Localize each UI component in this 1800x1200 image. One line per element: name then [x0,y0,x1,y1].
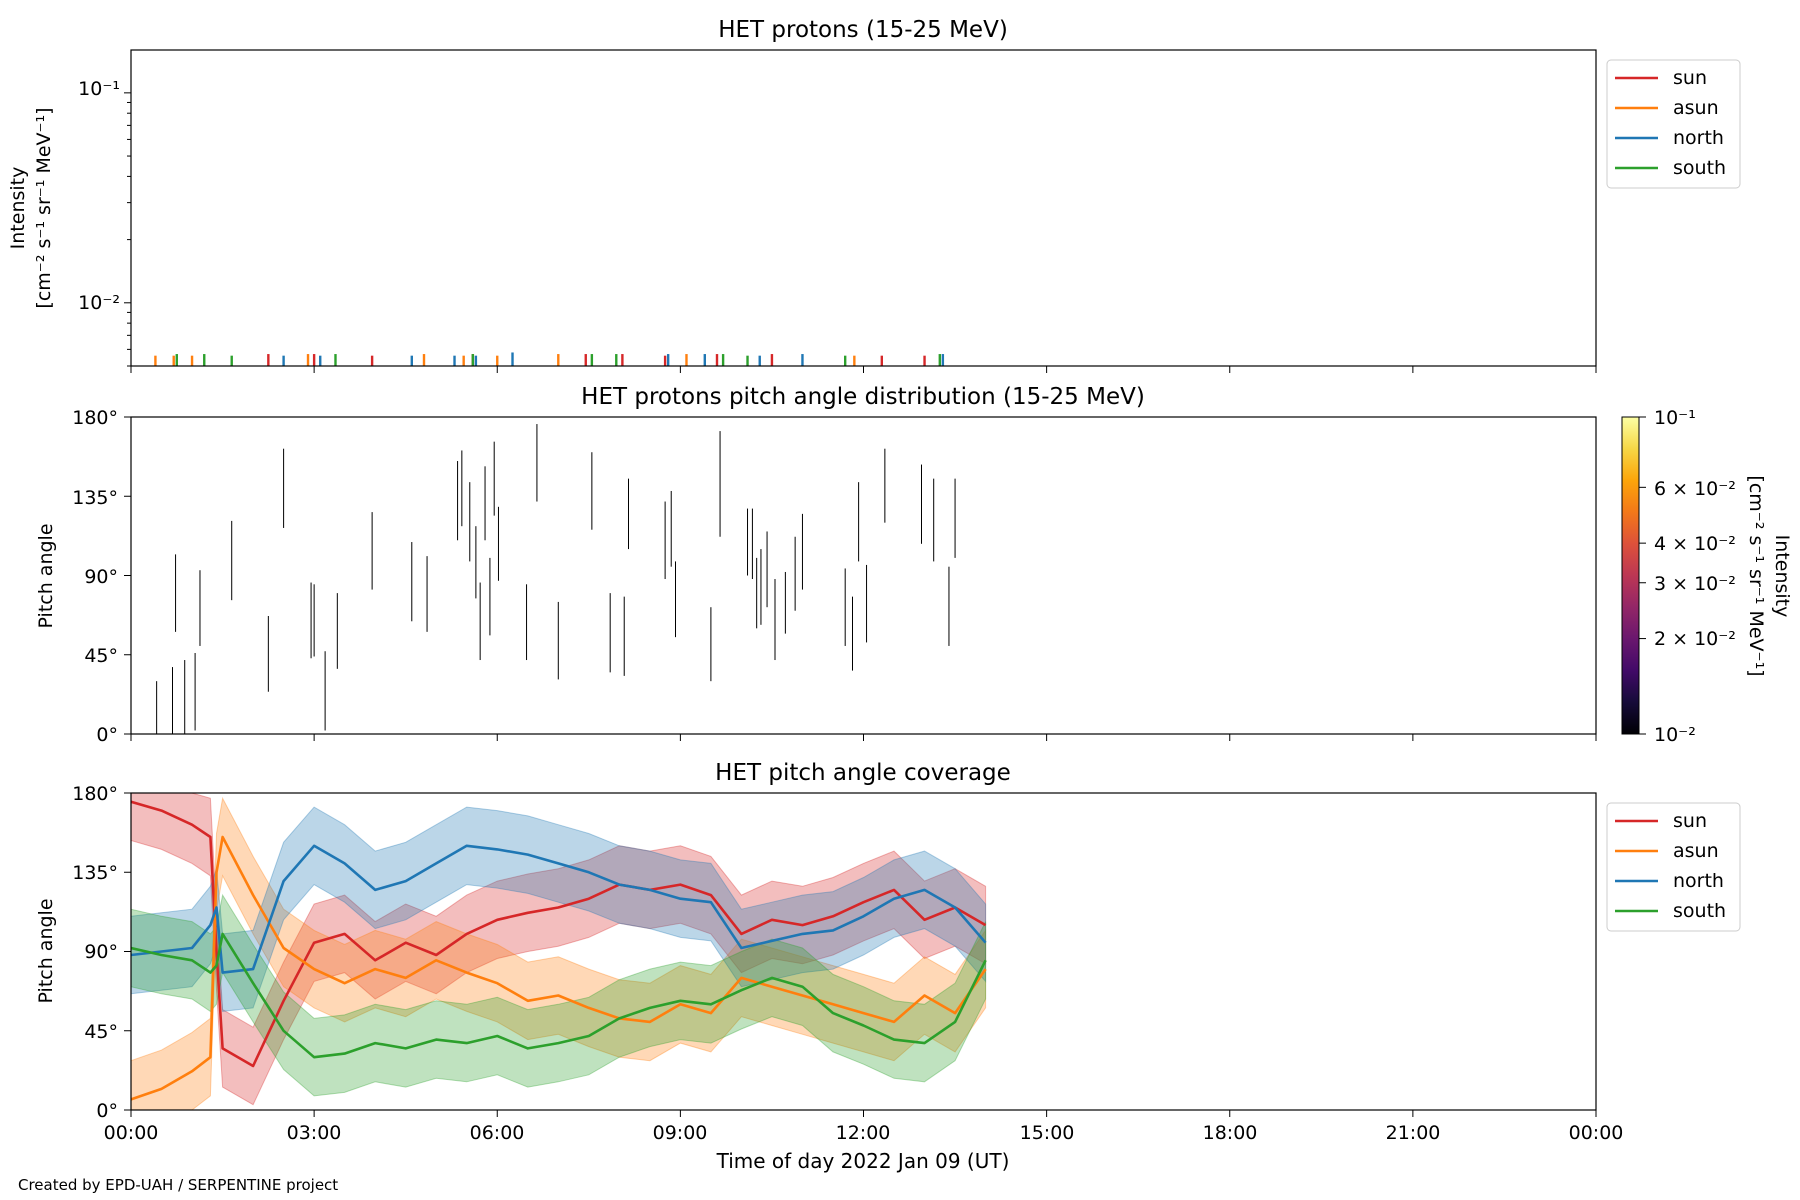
panel3-ylabel: Pitch angle [35,898,57,1003]
panel1-ylabel: Intensity [cm⁻² s⁻¹ sr⁻¹ MeV⁻¹] [7,107,55,308]
colorbar-label-line1: Intensity [1771,535,1793,618]
panel1-ytick-lo: 10⁻² [78,292,120,314]
x-tick-labels: 00:00 03:00 06:00 09:00 12:00 15:00 18:0… [104,1122,1624,1144]
xtick-label-8: 00:00 [1569,1122,1624,1144]
legend3-south-label: south [1673,900,1726,922]
x-axis-label: Time of day 2022 Jan 09 (UT) [716,1149,1010,1173]
xtick-label-0: 00:00 [104,1122,159,1144]
colorbar-gradient [1621,416,1640,735]
panel1-data-marks [154,352,945,366]
panel2-ytick-90: 90° [84,566,118,588]
panel3-ytick-90: 90° [84,941,118,963]
panel1-ytick-marks [124,92,131,367]
legend3-asun-label: asun [1673,840,1719,862]
panel3-ytick-135: 135° [72,862,118,884]
colorbar-label: Intensity [cm⁻² s⁻¹ sr⁻¹ MeV⁻¹] [1745,475,1793,676]
panel1-ytick-hi: 10⁻¹ [78,78,120,100]
panel-intensity: HET protons (15-25 MeV) Intensity [cm⁻² … [7,17,1741,373]
xtick-label-3: 09:00 [653,1122,708,1144]
panel3-data-marks [131,793,987,1110]
coverage-band-south [131,893,987,1097]
panel-pitch-coverage: HET pitch angle coverage Pitch angle 0° … [35,760,1741,1173]
coverage-band-north [131,806,987,1012]
xtick-label-4: 12:00 [836,1122,891,1144]
legend1-north-label: north [1673,127,1724,149]
panel1-xtick-marks [130,366,1597,373]
coverage-line-sun [131,800,987,1068]
xtick-label-5: 15:00 [1020,1122,1075,1144]
panel2-ytick-0: 0° [96,724,118,746]
panel3-legend: sun asun north south [1606,802,1741,932]
panel2-ylabel: Pitch angle [35,523,57,628]
legend3-sun-label: sun [1673,810,1707,832]
panel3-ytick-180: 180° [72,783,118,805]
xtick-label-6: 18:00 [1203,1122,1258,1144]
panel3-title: HET pitch angle coverage [715,760,1011,786]
colorbar-tick-0: 10⁻¹ [1654,407,1696,429]
panel-pitch-distribution: HET protons pitch angle distribution (15… [35,384,1793,746]
legend1-asun-label: asun [1673,97,1719,119]
panel3-ytick-0: 0° [96,1100,118,1122]
legend3-north-label: north [1673,870,1724,892]
coverage-band-asun [131,796,987,1110]
panel2-ytick-marks [124,416,131,735]
legend1-south-label: south [1673,157,1726,179]
panel2-ytick-45: 45° [84,645,118,667]
coverage-line-north [131,844,987,974]
panel3-xtick-marks [130,1110,1597,1117]
colorbar-tick-4: 2 × 10⁻² [1654,628,1736,650]
colorbar-tick-3: 3 × 10⁻² [1654,573,1736,595]
panel1-title: HET protons (15-25 MeV) [718,17,1008,43]
xtick-label-1: 03:00 [287,1122,342,1144]
credit-text: Created by EPD-UAH / SERPENTINE project [18,1176,338,1194]
panel2-ytick-135: 135° [72,487,118,509]
colorbar-tick-5: 10⁻² [1654,724,1696,746]
xtick-label-7: 21:00 [1386,1122,1441,1144]
colorbar-tick-2: 4 × 10⁻² [1654,533,1736,555]
panel2-axes-frame [130,416,1597,735]
panel1-axes-frame [130,49,1597,367]
coverage-band-sun [131,793,987,1106]
legend1-sun-label: sun [1673,67,1707,89]
panel1-ylabel-line2: [cm⁻² s⁻¹ sr⁻¹ MeV⁻¹] [33,107,55,308]
panel3-ytick-marks [124,792,131,1111]
colorbar: 10⁻¹ 6 × 10⁻² 4 × 10⁻² 3 × 10⁻² 2 × 10⁻²… [1621,407,1793,746]
panel3-ytick-45: 45° [84,1021,118,1043]
colorbar-tick-1: 6 × 10⁻² [1654,478,1736,500]
coverage-line-south [131,932,987,1059]
panel1-legend: sun asun north south [1606,59,1741,189]
panel2-ytick-180: 180° [72,407,118,429]
xtick-label-2: 06:00 [470,1122,525,1144]
panel2-xtick-marks [130,734,1597,741]
panel2-title: HET protons pitch angle distribution (15… [581,384,1145,410]
coverage-line-asun [131,835,987,1101]
colorbar-label-line2: [cm⁻² s⁻¹ sr⁻¹ MeV⁻¹] [1745,475,1767,676]
panel1-ylabel-line1: Intensity [7,167,29,250]
panel2-data-marks [156,424,956,734]
colorbar-tick-marks [1639,416,1646,735]
